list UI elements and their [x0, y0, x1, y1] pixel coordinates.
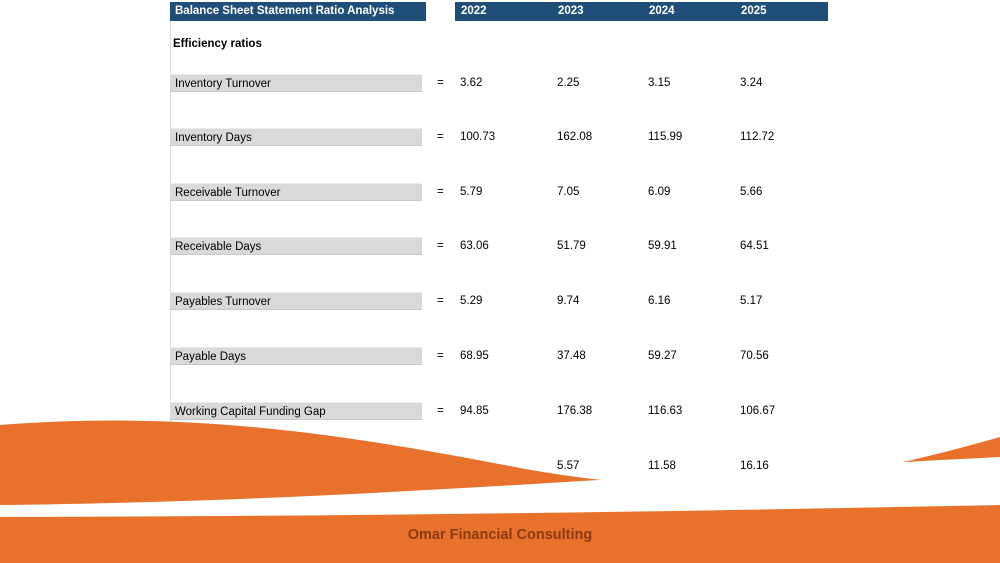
year-header-2022: 2022: [461, 5, 487, 17]
year-header-row: 2022 2023 2024 2025: [455, 2, 828, 21]
row-label: Payable Days: [170, 347, 422, 365]
value-cell: 3.24: [740, 77, 763, 89]
value-cell: 70.56: [740, 350, 769, 362]
value-cell: 112.72: [740, 131, 775, 143]
row-label: Receivable Days: [170, 237, 422, 255]
ratio-row-working-capital-funding-gap: Working Capital Funding Gap = 94.85 176.…: [0, 402, 1000, 420]
value-cell: 5.29: [460, 295, 483, 307]
value-cell: 3.62: [460, 77, 483, 89]
row-label: Working Capital Funding Gap: [170, 402, 422, 420]
value-cell: 116.63: [648, 405, 683, 417]
section-label: Efficiency ratios: [173, 38, 262, 50]
value-cell: 3.15: [648, 77, 671, 89]
ratio-row-inventory-turnover: Inventory Turnover = 3.62 2.25 3.15 3.24: [0, 74, 1000, 92]
equals-sign: =: [437, 295, 444, 307]
ratio-row-payable-days: Payable Days = 68.95 37.48 59.27 70.56: [0, 347, 1000, 365]
row-label: Inventory Days: [170, 128, 422, 146]
value-cell: 115.99: [648, 131, 683, 143]
value-cell: 2.25: [557, 77, 580, 89]
year-header-2023: 2023: [558, 5, 584, 17]
value-cell: 5.66: [740, 186, 763, 198]
value-cell: 100.73: [460, 131, 496, 143]
value-cell: 37.48: [557, 350, 586, 362]
value-cell: 7.05: [557, 186, 580, 198]
value-cell: 9.74: [557, 295, 580, 307]
ratio-row-receivable-turnover: Receivable Turnover = 5.79 7.05 6.09 5.6…: [0, 183, 1000, 201]
value-cell: 59.27: [648, 350, 677, 362]
value-cell: 64.51: [740, 240, 769, 252]
equals-sign: =: [437, 350, 444, 362]
company-name: Omar Financial Consulting: [407, 527, 593, 543]
value-cell: 94.85: [460, 405, 489, 417]
value-cell: 63.06: [460, 240, 489, 252]
value-cell: 6.09: [648, 186, 671, 198]
ratio-row-receivable-days: Receivable Days = 63.06 51.79 59.91 64.5…: [0, 237, 1000, 255]
equals-sign: =: [437, 131, 444, 143]
value-cell: 16.16: [740, 460, 769, 472]
value-cell: 59.91: [648, 240, 677, 252]
footer-wave-decoration: [0, 420, 1000, 563]
value-cell: 176.38: [557, 405, 593, 417]
value-cell: 5.57: [557, 460, 580, 472]
ratio-row-payables-turnover: Payables Turnover = 5.29 9.74 6.16 5.17: [0, 292, 1000, 310]
year-header-2025: 2025: [741, 5, 767, 17]
value-cell: 11.58: [648, 460, 676, 472]
year-header-2024: 2024: [649, 5, 675, 17]
equals-sign: =: [437, 405, 444, 417]
value-cell: 5.17: [740, 295, 763, 307]
value-cell: 5.79: [460, 186, 483, 198]
equals-sign: =: [437, 186, 444, 198]
value-cell: 51.79: [557, 240, 586, 252]
white-ribbon-shape: [0, 457, 1000, 517]
value-cell: 162.08: [557, 131, 593, 143]
row-label: Payables Turnover: [170, 292, 422, 310]
equals-sign: =: [437, 77, 444, 89]
row-label: Receivable Turnover: [170, 183, 422, 201]
value-cell: 106.67: [740, 405, 776, 417]
value-cell: 68.95: [460, 350, 489, 362]
value-cell: 6.16: [648, 295, 671, 307]
row-label: Inventory Turnover: [170, 74, 422, 92]
ratio-row-inventory-days: Inventory Days = 100.73 162.08 115.99 11…: [0, 128, 1000, 146]
table-title: Balance Sheet Statement Ratio Analysis: [170, 2, 426, 21]
equals-sign: =: [437, 240, 444, 252]
